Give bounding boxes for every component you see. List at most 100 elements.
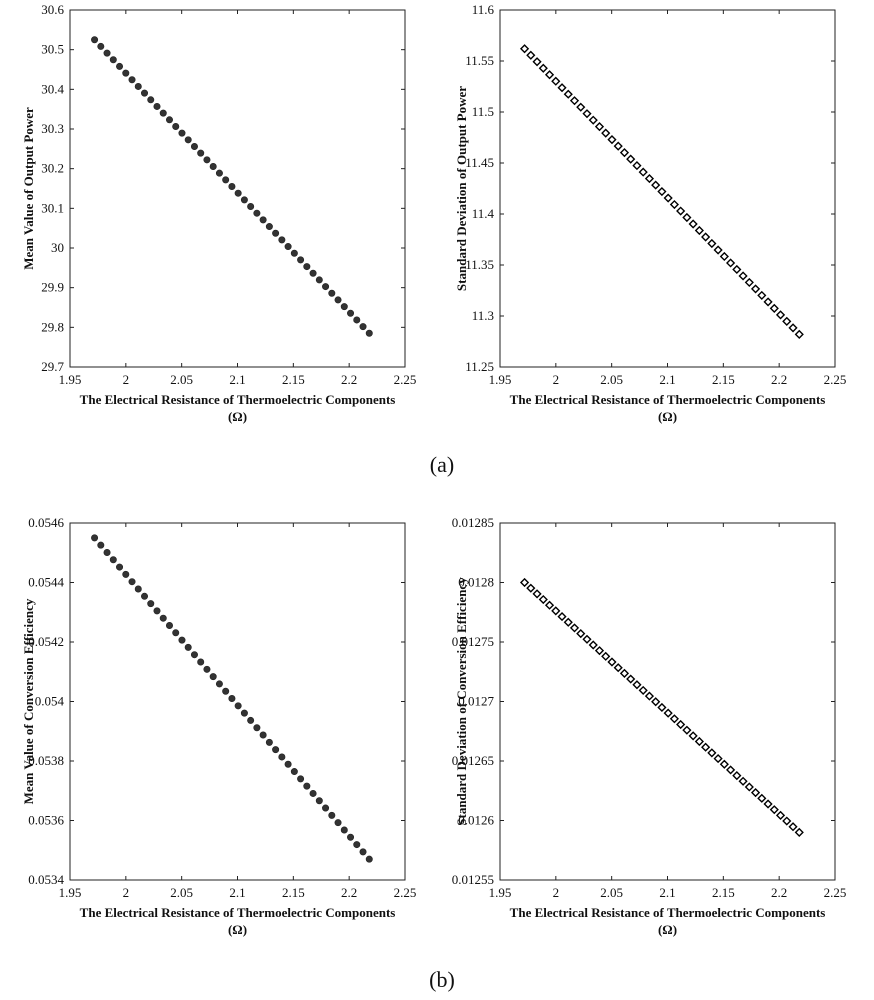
y-tick-label: 0.0546 (28, 515, 64, 530)
y-tick-label: 11.45 (465, 155, 494, 170)
x-tick-label: 2.2 (771, 885, 787, 900)
data-point (757, 793, 767, 803)
y-tick-label: 0.01265 (452, 753, 494, 768)
data-point (619, 668, 630, 678)
data-point (563, 89, 573, 99)
data-point (190, 142, 198, 150)
x-tick-label: 2.05 (600, 372, 623, 387)
y-tick-label: 30.4 (41, 81, 64, 96)
data-point (644, 691, 655, 701)
data-point (651, 180, 661, 190)
data-point (253, 724, 261, 732)
data-point (197, 658, 205, 666)
data-point (228, 695, 236, 703)
y-tick-label: 11.5 (472, 104, 494, 119)
y-tick-label: 0.0536 (28, 813, 64, 828)
data-point (172, 629, 180, 637)
x-tick-label: 2.25 (394, 885, 417, 900)
data-point (532, 57, 542, 67)
data-point (278, 236, 286, 244)
data-point (272, 229, 280, 237)
y-tick-label: 0.054 (35, 694, 65, 709)
data-point (701, 232, 711, 242)
data-point (588, 640, 598, 650)
data-point (322, 804, 330, 812)
data-point (526, 50, 536, 60)
data-point (607, 657, 617, 667)
data-point (632, 161, 642, 171)
x-tick-label: 2.15 (712, 885, 735, 900)
y-tick-label: 0.01275 (452, 634, 494, 649)
data-point (594, 122, 605, 132)
data-point (315, 797, 323, 805)
data-point (116, 563, 124, 571)
x-axis-label: The Electrical Resistance of Thermoelect… (510, 392, 826, 407)
data-point (103, 49, 111, 57)
x-tick-label: 2.1 (229, 372, 245, 387)
data-point (638, 685, 648, 696)
data-point (141, 89, 149, 97)
data-point (247, 716, 255, 724)
x-tick-label: 2.2 (341, 372, 357, 387)
x-axis-label: The Electrical Resistance of Thermoelect… (510, 905, 826, 920)
data-point (657, 702, 667, 713)
data-point (116, 62, 124, 70)
data-point (582, 634, 592, 644)
data-point (688, 219, 698, 229)
data-point (563, 617, 573, 627)
data-point (234, 189, 242, 197)
data-point (619, 148, 630, 158)
data-point (744, 277, 754, 288)
data-point (209, 163, 217, 171)
data-point (165, 622, 173, 630)
data-point (190, 651, 198, 659)
y-tick-label: 29.8 (41, 319, 64, 334)
data-point (557, 611, 567, 622)
data-point (315, 276, 323, 284)
data-point (215, 680, 223, 688)
data-point (290, 768, 298, 776)
y-tick-label: 30.1 (41, 200, 64, 215)
data-point (769, 303, 779, 313)
x-tick-label: 2 (553, 372, 560, 387)
data-point (551, 606, 561, 616)
data-point (253, 209, 261, 217)
data-point (594, 646, 605, 656)
panel-label-a: (a) (430, 452, 454, 477)
data-point (663, 708, 673, 718)
data-point (97, 42, 105, 50)
y-tick-label: 29.9 (41, 280, 64, 295)
y-tick-label: 11.35 (465, 257, 494, 272)
data-point (247, 203, 255, 211)
x-tick-label: 1.95 (59, 372, 82, 387)
data-point (750, 284, 761, 294)
y-tick-label: 30 (51, 240, 64, 255)
data-point (347, 833, 355, 841)
y-tick-label: 0.0544 (28, 575, 64, 590)
data-point (719, 251, 729, 262)
data-point (209, 673, 217, 681)
data-point (544, 70, 555, 80)
data-point (775, 310, 786, 320)
chart-panel-2: 1.95 2 2.05 2.1 2.15 2.2 2.25 11.25 11.3 11.35 11.… (454, 2, 846, 424)
chart-panel-3: 1.95 2 2.05 2.1 2.15 2.2 2.25 0.0534 0.0536 0.053… (21, 515, 416, 937)
chart-panel-1: 1.95 2 2.05 2.1 2.15 2.2 2.25 29.7 29.8 29.9 30 30.… (21, 2, 416, 424)
y-tick-label: 0.0538 (28, 753, 64, 768)
data-point (309, 269, 317, 277)
x-tick-label: 2.2 (341, 885, 357, 900)
data-point (272, 746, 280, 754)
data-point (794, 329, 804, 339)
data-point (109, 556, 117, 564)
data-point (782, 816, 792, 826)
x-tick-label: 2.05 (170, 372, 193, 387)
data-point (222, 687, 230, 695)
x-tick-label: 2.15 (282, 372, 305, 387)
data-point (663, 193, 673, 203)
data-point (334, 819, 342, 827)
x-tick-label: 2 (123, 885, 130, 900)
data-point (284, 760, 292, 768)
data-point (172, 122, 180, 130)
data-point (519, 577, 530, 588)
data-point (359, 848, 367, 856)
data-point (359, 323, 367, 331)
